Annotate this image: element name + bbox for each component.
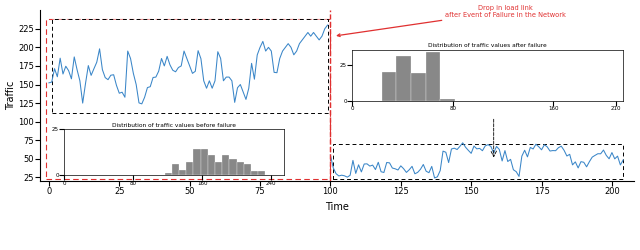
Bar [46,19,330,179]
Bar [333,144,623,179]
Text: Drop in load link
after Event of Failure in the Network: Drop in load link after Event of Failure… [337,4,565,36]
Bar [52,19,328,113]
Y-axis label: Traffic: Traffic [6,81,15,110]
X-axis label: Time: Time [326,202,349,212]
